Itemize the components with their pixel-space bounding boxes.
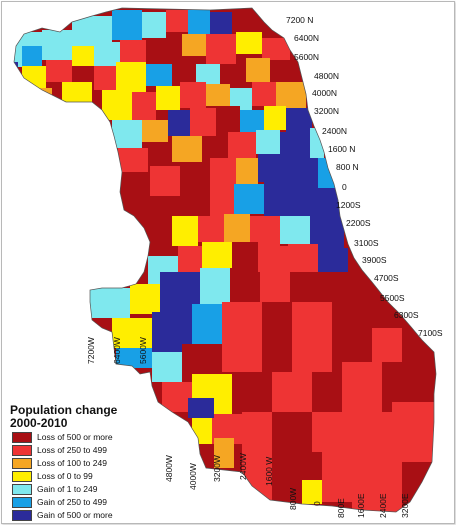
street-label: 3200E [400, 493, 410, 518]
street-label: 3200N [314, 106, 340, 116]
street-label: 7200W [86, 337, 96, 364]
street-label: 4000N [312, 88, 338, 98]
street-label: 4000W [188, 463, 198, 490]
street-label: 6300S [394, 310, 419, 320]
legend-label: Gain of 500 or more [37, 510, 113, 520]
legend-item: Loss of 250 to 499 [10, 444, 180, 456]
legend-title: Population change 2000-2010 [10, 403, 118, 430]
legend-swatch [12, 509, 32, 521]
street-label: 5500S [380, 293, 405, 303]
legend-label: Loss of 100 to 249 [37, 458, 107, 468]
legend-item: Loss of 500 or more [10, 431, 180, 443]
street-label: 5600W [138, 337, 148, 364]
street-label: 800W [288, 487, 298, 510]
street-label: 4800N [314, 71, 340, 81]
street-label: 0 [312, 501, 322, 506]
legend-label: Loss of 0 to 99 [37, 471, 93, 481]
legend-label: Loss of 500 or more [37, 432, 113, 442]
street-label: 5600N [294, 52, 320, 62]
street-label: 800E [336, 498, 346, 518]
legend-items: Loss of 500 or more Loss of 250 to 499 Los… [10, 431, 180, 521]
legend-swatch [12, 444, 32, 456]
street-label: 2400W [238, 453, 248, 480]
street-label: 7200 N [286, 15, 314, 25]
street-label: 3900S [362, 255, 387, 265]
legend-label: Loss of 250 to 499 [37, 445, 107, 455]
street-label: 2200S [346, 218, 371, 228]
street-label: 3200W [212, 455, 222, 482]
legend-item: Gain of 500 or more [10, 509, 180, 521]
legend-label: Gain of 250 to 499 [37, 497, 107, 507]
street-label: 6400W [112, 337, 122, 364]
legend: Population change 2000-2010 Loss of 500 … [10, 404, 180, 521]
legend-swatch [12, 483, 32, 495]
legend-swatch [12, 431, 32, 443]
street-label: 800 N [336, 162, 359, 172]
legend-swatch [12, 470, 32, 482]
street-label: 7100S [418, 328, 443, 338]
legend-item: Loss of 0 to 99 [10, 470, 180, 482]
legend-item: Gain of 250 to 499 [10, 496, 180, 508]
street-label: 2400N [322, 126, 348, 136]
street-label: 3100S [354, 238, 379, 248]
legend-item: Gain of 1 to 249 [10, 483, 180, 495]
legend-label: Gain of 1 to 249 [37, 484, 98, 494]
street-label: 1200S [336, 200, 361, 210]
street-label: 1600 W [264, 456, 274, 486]
street-label: 6400N [294, 33, 320, 43]
legend-item: Loss of 100 to 249 [10, 457, 180, 469]
legend-swatch [12, 457, 32, 469]
street-label: 1600 N [328, 144, 356, 154]
street-label: 4700S [374, 273, 399, 283]
legend-swatch [12, 496, 32, 508]
street-label: 1600E [356, 493, 366, 518]
street-label: 2400E [378, 493, 388, 518]
street-label: 0 [342, 182, 347, 192]
